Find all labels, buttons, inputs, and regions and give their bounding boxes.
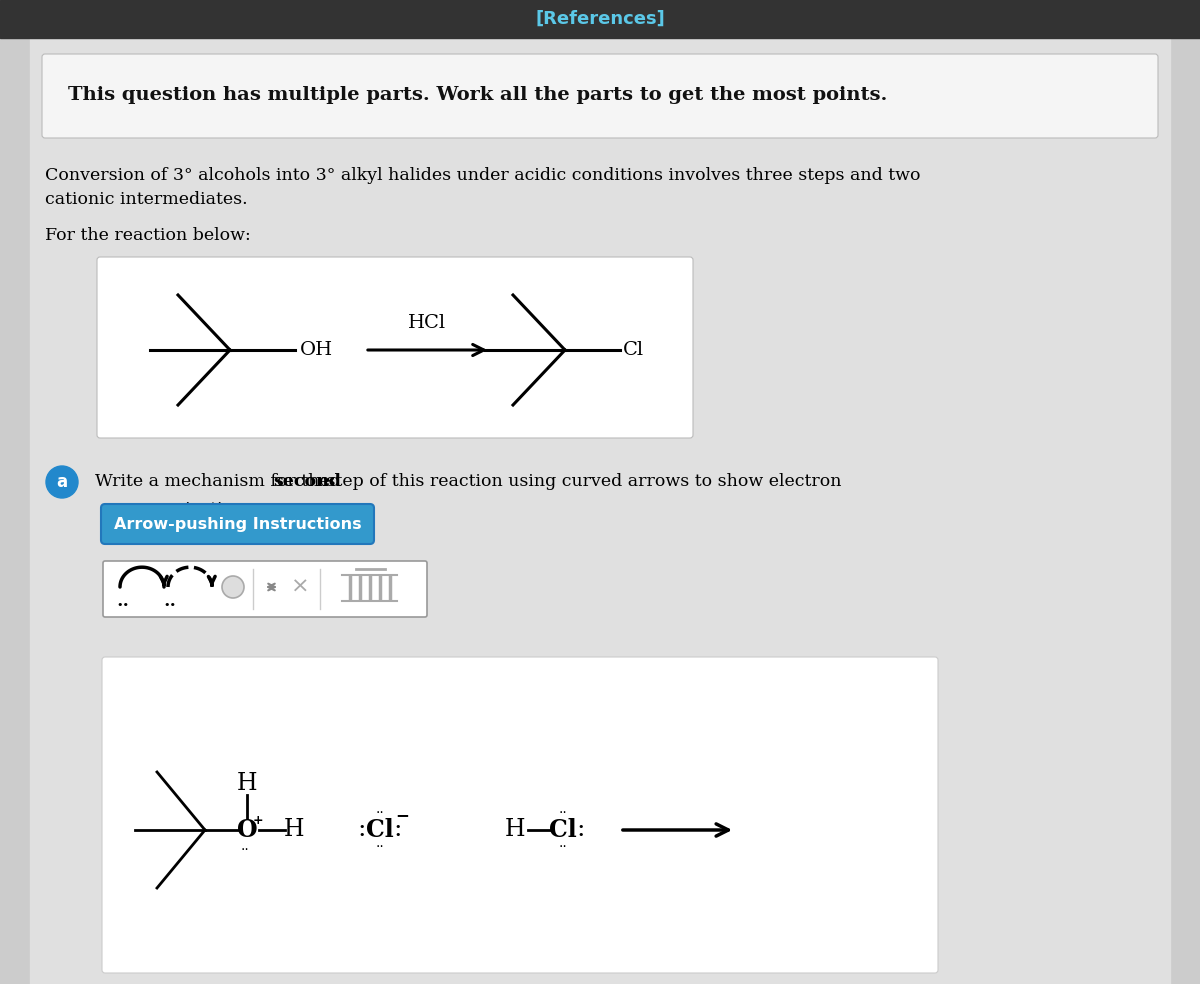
- Text: +: +: [253, 815, 263, 828]
- Text: ··: ··: [559, 840, 568, 854]
- Text: ··: ··: [559, 806, 568, 820]
- FancyBboxPatch shape: [42, 54, 1158, 138]
- Bar: [0, 0, 1200, 38]
- Text: For the reaction below:: For the reaction below:: [46, 226, 251, 243]
- Text: reorganization.: reorganization.: [115, 502, 250, 519]
- Text: a: a: [56, 473, 67, 491]
- FancyBboxPatch shape: [102, 657, 938, 973]
- Text: Cl: Cl: [623, 341, 644, 359]
- FancyBboxPatch shape: [101, 504, 374, 544]
- Text: H: H: [283, 819, 305, 841]
- Text: ••: ••: [116, 600, 130, 610]
- Text: :: :: [394, 819, 402, 841]
- Text: O: O: [236, 818, 257, 842]
- FancyBboxPatch shape: [103, 561, 427, 617]
- Text: ··: ··: [376, 806, 384, 820]
- Text: Arrow-pushing Instructions: Arrow-pushing Instructions: [114, 517, 362, 531]
- Text: OH: OH: [300, 341, 334, 359]
- Text: HCl: HCl: [408, 314, 446, 332]
- Text: Cl: Cl: [550, 818, 577, 842]
- Text: :: :: [577, 819, 586, 841]
- FancyBboxPatch shape: [97, 257, 694, 438]
- Text: Cl: Cl: [366, 818, 394, 842]
- Text: H: H: [505, 819, 526, 841]
- Text: H: H: [236, 771, 257, 794]
- Text: ··: ··: [241, 843, 250, 857]
- Text: ··: ··: [376, 840, 384, 854]
- Text: [References]: [References]: [535, 10, 665, 28]
- Text: ••: ••: [163, 600, 176, 610]
- Text: Conversion of 3° alcohols into 3° alkyl halides under acidic conditions involves: Conversion of 3° alcohols into 3° alkyl …: [46, 166, 920, 183]
- Text: Write a mechanism for the: Write a mechanism for the: [95, 473, 335, 490]
- Circle shape: [46, 466, 78, 498]
- Text: step of this reaction using curved arrows to show electron: step of this reaction using curved arrow…: [322, 473, 841, 490]
- Text: cationic intermediates.: cationic intermediates.: [46, 192, 247, 209]
- Text: −: −: [395, 806, 409, 824]
- Text: This question has multiple parts. Work all the parts to get the most points.: This question has multiple parts. Work a…: [68, 86, 887, 104]
- Text: second: second: [274, 473, 341, 490]
- Text: ×: ×: [290, 577, 310, 597]
- Circle shape: [222, 576, 244, 598]
- Text: :: :: [358, 819, 366, 841]
